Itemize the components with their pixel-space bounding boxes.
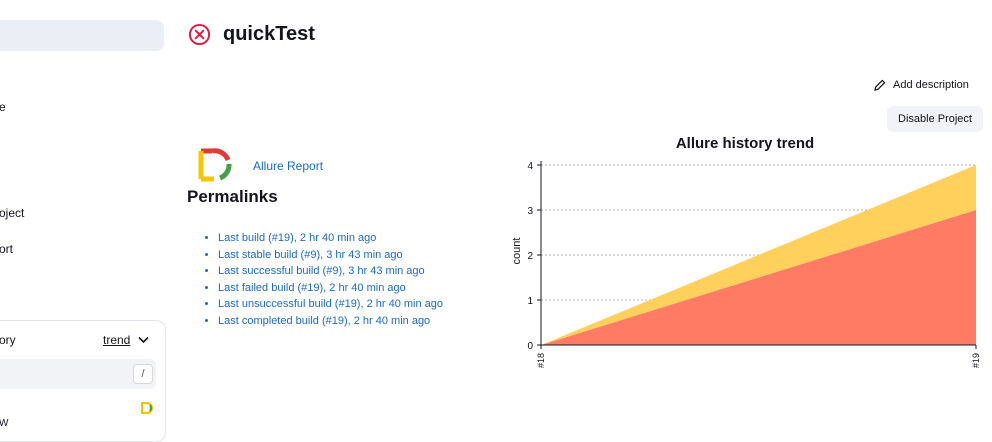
list-item: Last build (#19), 2 hr 40 min ago [218, 232, 443, 249]
permalink-last-failed-build[interactable]: Last failed build (#19), 2 hr 40 min ago [218, 281, 406, 294]
build-filter-row[interactable] [0, 359, 156, 389]
sidebar-item-partial[interactable]: e [0, 100, 6, 114]
allure-logo-icon[interactable] [198, 148, 234, 182]
list-item: Last completed build (#19), 2 hr 40 min … [218, 315, 443, 332]
x-tick-label: #19 [971, 353, 981, 368]
area-series[interactable] [541, 165, 976, 345]
sidebar-item-allure-report[interactable]: ort [0, 242, 14, 256]
sidebar-item-configure-project[interactable]: oject [0, 206, 25, 220]
add-description-link[interactable]: Add description [873, 76, 969, 94]
add-description-label[interactable]: Add description [893, 79, 969, 91]
pencil-icon [874, 79, 886, 91]
permalink-last-stable-build[interactable]: Last stable build (#9), 3 hr 43 min ago [218, 248, 403, 261]
permalink-last-unsuccessful-build[interactable]: Last unsuccessful build (#19), 2 hr 40 m… [218, 298, 444, 311]
y-tick-label: 1 [527, 296, 533, 307]
permalink-last-completed-build[interactable]: Last completed build (#19), 2 hr 40 min … [218, 314, 431, 327]
y-tick-label: 4 [527, 161, 533, 172]
allure-small-icon[interactable] [141, 402, 153, 414]
permalink-last-build[interactable]: Last build (#19), 2 hr 40 min ago [218, 232, 377, 244]
build-history-title: ory [0, 333, 16, 347]
trend-link[interactable]: trend [103, 333, 131, 347]
y-tick-label: 3 [527, 206, 533, 217]
list-item: Last stable build (#9), 3 hr 43 min ago [218, 249, 443, 266]
disable-project-button[interactable]: Disable Project [887, 106, 983, 132]
list-item: Last failed build (#19), 2 hr 40 min ago [218, 282, 443, 299]
keyboard-shortcut-slash: / [133, 364, 153, 384]
y-tick-label: 2 [527, 251, 533, 262]
x-tick-label: #18 [536, 353, 546, 368]
y-tick-label: 0 [527, 341, 533, 352]
chevron-down-icon[interactable] [138, 336, 149, 344]
chart-y-axis-label: count [511, 238, 523, 265]
allure-history-trend-chart[interactable]: Allure history trend count 0 1 2 3 4 #18 #19 [500, 128, 985, 378]
page-title: quickTest [223, 23, 315, 45]
sidebar-search-box[interactable] [0, 20, 164, 51]
permalinks-heading: Permalinks [187, 187, 278, 206]
allure-report-link[interactable]: Allure Report [253, 159, 324, 173]
permalinks-list: Last build (#19), 2 hr 40 min ago Last s… [205, 232, 443, 332]
list-item: Last unsuccessful build (#19), 2 hr 40 m… [218, 298, 443, 315]
permalink-last-successful-build[interactable]: Last successful build (#9), 3 hr 43 min … [218, 265, 425, 278]
build-row-partial: W [0, 418, 9, 429]
list-item: Last successful build (#9), 3 hr 43 min … [218, 265, 443, 282]
failed-x-circle-icon [188, 23, 211, 46]
chart-title: Allure history trend [676, 135, 814, 152]
